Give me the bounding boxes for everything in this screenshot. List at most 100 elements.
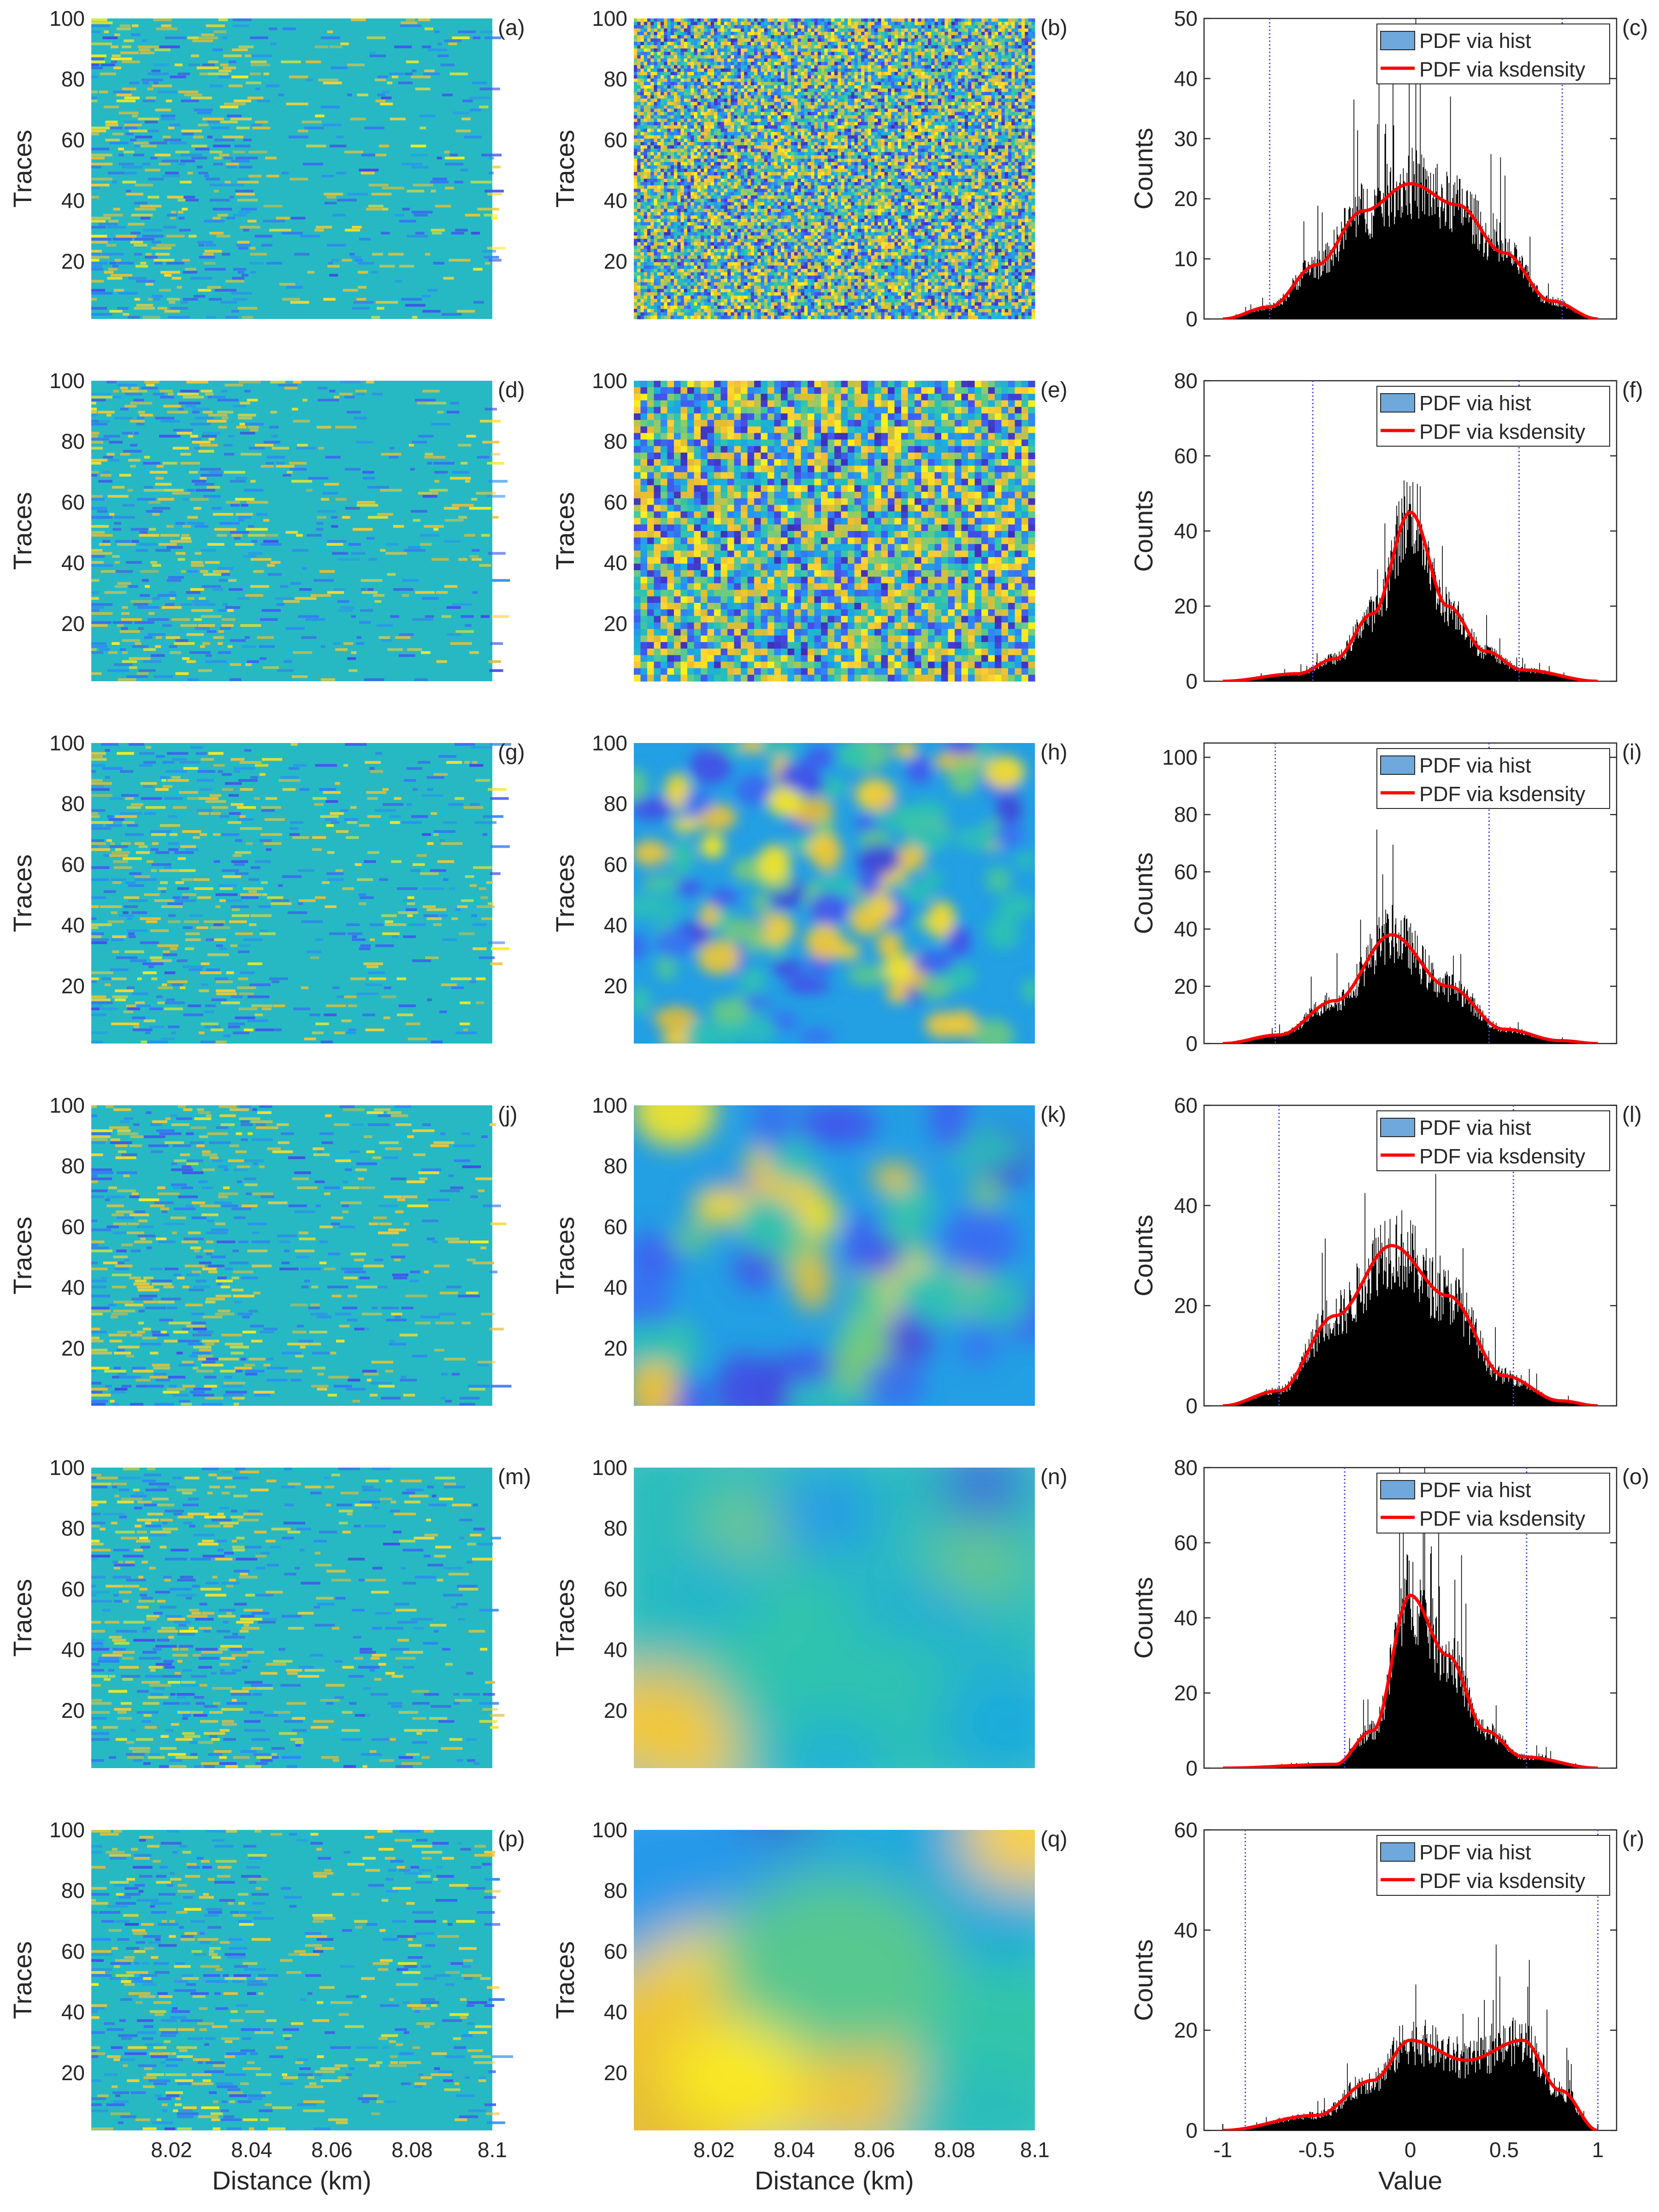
heatmap-cell	[750, 41, 755, 46]
heatmap-cell	[974, 132, 979, 136]
heatmap-cell	[924, 118, 928, 123]
trace-streak	[144, 120, 158, 124]
heatmap-cell	[968, 65, 972, 69]
heatmap-cell	[707, 108, 711, 112]
heatmap-cell	[941, 92, 945, 96]
heatmap-cell	[827, 98, 832, 102]
trace-streak	[411, 165, 429, 169]
heatmap-cell	[974, 25, 979, 29]
heatmap-cell	[784, 52, 788, 56]
trace-streak	[294, 253, 310, 256]
heatmap-cell	[871, 68, 875, 72]
heatmap-cell	[988, 45, 992, 49]
heatmap-cell	[924, 98, 928, 102]
heatmap-cell	[664, 58, 668, 62]
heatmap-cell	[901, 95, 905, 99]
heatmap-cell	[924, 45, 928, 49]
heatmap-cell	[901, 31, 905, 35]
heatmap-cell	[961, 102, 965, 106]
heatmap-cell	[881, 22, 885, 26]
trace-streak	[174, 63, 183, 66]
heatmap-cell	[891, 65, 895, 69]
heatmap-cell	[657, 122, 661, 126]
heatmap-cell	[998, 52, 1002, 56]
heatmap-cell	[961, 112, 965, 116]
trace-streak	[91, 100, 98, 102]
heatmap-cell	[824, 85, 828, 89]
trace-streak	[472, 81, 487, 84]
heatmap-cell	[955, 18, 958, 22]
heatmap-cell	[921, 41, 925, 46]
heatmap-cell	[931, 115, 935, 119]
heatmap-cell	[857, 48, 862, 53]
trace-streak	[118, 147, 124, 151]
heatmap-cell	[647, 41, 651, 46]
heatmap-cell	[720, 55, 725, 59]
heatmap-cell	[724, 102, 728, 106]
heatmap-cell	[838, 125, 842, 129]
heatmap-cell	[821, 115, 825, 119]
heatmap-cell	[974, 98, 979, 102]
trace-streak	[118, 292, 138, 295]
heatmap-cell	[804, 45, 808, 49]
heatmap-cell	[824, 45, 828, 49]
heatmap-cell	[821, 108, 825, 112]
heatmap-cell	[948, 65, 952, 69]
heatmap-cell	[894, 108, 898, 112]
heatmap-cell	[951, 129, 955, 132]
heatmap-cell	[794, 35, 798, 39]
heatmap-cell	[707, 105, 711, 109]
heatmap-cell	[978, 35, 982, 39]
heatmap-cell	[691, 102, 695, 106]
heatmap-cell	[687, 41, 691, 46]
heatmap-cell	[868, 102, 872, 106]
heatmap-cell	[961, 98, 965, 102]
heatmap-cell	[911, 28, 915, 32]
heatmap-cell	[677, 108, 681, 112]
heatmap-cell	[750, 28, 755, 32]
heatmap-cell	[938, 92, 942, 96]
heatmap-cell	[991, 135, 995, 139]
trace-streak	[357, 271, 368, 274]
heatmap-cell	[791, 85, 795, 89]
heatmap-cell	[754, 68, 758, 72]
heatmap-cell	[827, 25, 832, 29]
heatmap-cell	[857, 68, 862, 72]
heatmap-cell	[854, 98, 858, 102]
heatmap-cell	[958, 68, 962, 72]
heatmap-cell	[1008, 55, 1012, 59]
heatmap-cell	[710, 22, 714, 26]
trace-streak	[196, 66, 219, 70]
heatmap-cell	[1021, 122, 1025, 126]
heatmap-cell	[888, 112, 891, 116]
heatmap-cell	[697, 62, 701, 66]
heatmap-cell	[754, 65, 758, 69]
heatmap-cell	[958, 132, 962, 136]
heatmap-cell	[734, 55, 738, 59]
heatmap-cell	[857, 108, 862, 112]
heatmap-cell	[834, 108, 838, 112]
heatmap-cell	[754, 122, 758, 126]
heatmap-cell	[811, 52, 815, 56]
heatmap-cell	[1008, 41, 1012, 46]
heatmap-cell	[640, 45, 644, 49]
trace-streak	[224, 181, 231, 183]
heatmap-cell	[737, 31, 741, 35]
heatmap-cell	[768, 88, 771, 92]
trace-streak	[484, 36, 502, 39]
heatmap-cell	[948, 125, 952, 129]
heatmap-cell	[797, 38, 802, 42]
heatmap-cell	[908, 112, 912, 116]
heatmap-cell	[714, 129, 718, 132]
heatmap-cell	[868, 85, 872, 89]
heatmap-cell	[918, 62, 922, 66]
heatmap-cell	[1001, 41, 1005, 46]
heatmap-cell	[848, 132, 851, 136]
heatmap-cell	[938, 28, 942, 32]
heatmap-cell	[761, 138, 765, 142]
heatmap-cell	[817, 82, 821, 86]
heatmap-cell	[928, 115, 932, 119]
trace-streak	[114, 33, 120, 36]
heatmap-cell	[777, 82, 781, 86]
heatmap-cell	[797, 78, 802, 83]
